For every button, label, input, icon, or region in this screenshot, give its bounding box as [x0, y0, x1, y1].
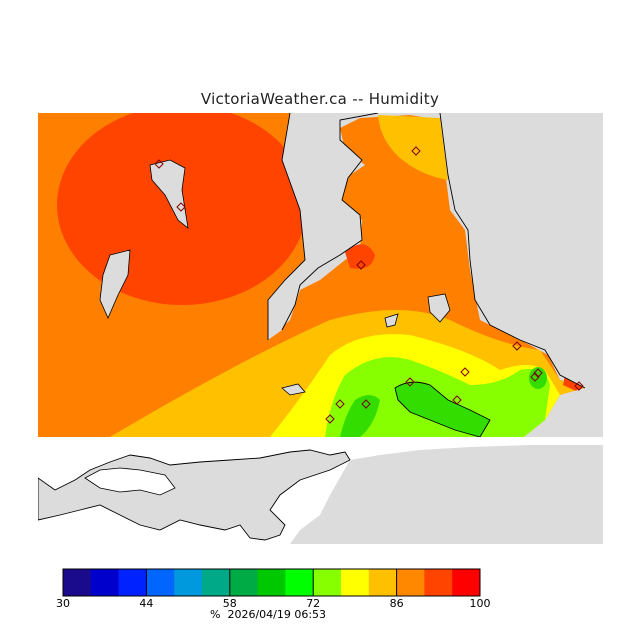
map-title: VictoriaWeather.ca -- Humidity	[200, 90, 440, 108]
island-nw	[149, 159, 189, 229]
legend-color-bar	[63, 569, 481, 596]
legend-swatch	[313, 569, 342, 596]
legend-swatch	[90, 569, 120, 596]
legend-tick-label: 30	[56, 597, 70, 610]
station-marker-14[interactable]	[574, 381, 584, 391]
legend-swatch	[368, 569, 398, 596]
legend-swatch	[202, 569, 231, 596]
island-white-south	[84, 467, 176, 496]
humidity-zone-red-inlet	[345, 244, 375, 269]
station-marker-2[interactable]	[176, 202, 186, 212]
shoreline-south	[394, 381, 491, 438]
land-south-east	[290, 445, 603, 544]
island-south	[281, 383, 306, 396]
station-marker-9[interactable]	[405, 377, 415, 387]
timestamp: % 2026/04/19 06:53	[210, 608, 327, 621]
station-marker-8[interactable]	[530, 372, 540, 382]
legend-tick-label: 44	[139, 597, 154, 610]
shoreline-west	[267, 113, 306, 340]
legend-swatch	[424, 569, 453, 596]
legend-tick-label: 58	[222, 597, 237, 610]
legend-tick-label: 72	[306, 597, 321, 610]
station-markers[interactable]	[154, 146, 584, 424]
island-mid	[427, 293, 451, 323]
island-west	[99, 249, 131, 319]
legend-tick-label: 100	[469, 597, 491, 610]
legend-tick-label: 86	[389, 597, 404, 610]
station-marker-6[interactable]	[460, 367, 470, 377]
shoreline-east	[439, 113, 586, 389]
legend-swatch	[229, 569, 259, 596]
legend-swatch	[285, 569, 314, 596]
water-central-channel	[268, 113, 378, 340]
legend-swatch	[174, 569, 203, 596]
station-marker-13[interactable]	[452, 395, 462, 405]
station-marker-7[interactable]	[533, 368, 543, 378]
legend-swatch	[341, 569, 370, 596]
island-small	[384, 313, 399, 328]
humidity-zone-green	[340, 395, 380, 437]
water-east	[440, 113, 603, 440]
legend-swatch	[257, 569, 286, 596]
legend-swatch	[118, 569, 147, 596]
station-marker-12[interactable]	[325, 414, 335, 424]
humidity-zone-gold-north	[378, 115, 448, 180]
station-marker-4[interactable]	[356, 260, 366, 270]
station-marker-5[interactable]	[512, 341, 522, 351]
legend-tick-marks	[145, 569, 398, 596]
legend-swatch	[146, 569, 175, 596]
station-marker-3[interactable]	[411, 146, 421, 156]
legend-frame	[62, 568, 481, 597]
station-marker-1[interactable]	[154, 159, 164, 169]
legend-swatch	[63, 569, 92, 596]
shoreline-inner	[281, 113, 379, 331]
station-marker-11[interactable]	[361, 399, 371, 409]
legend-swatch	[452, 569, 481, 596]
legend-swatch	[396, 569, 425, 596]
station-marker-10[interactable]	[335, 399, 345, 409]
